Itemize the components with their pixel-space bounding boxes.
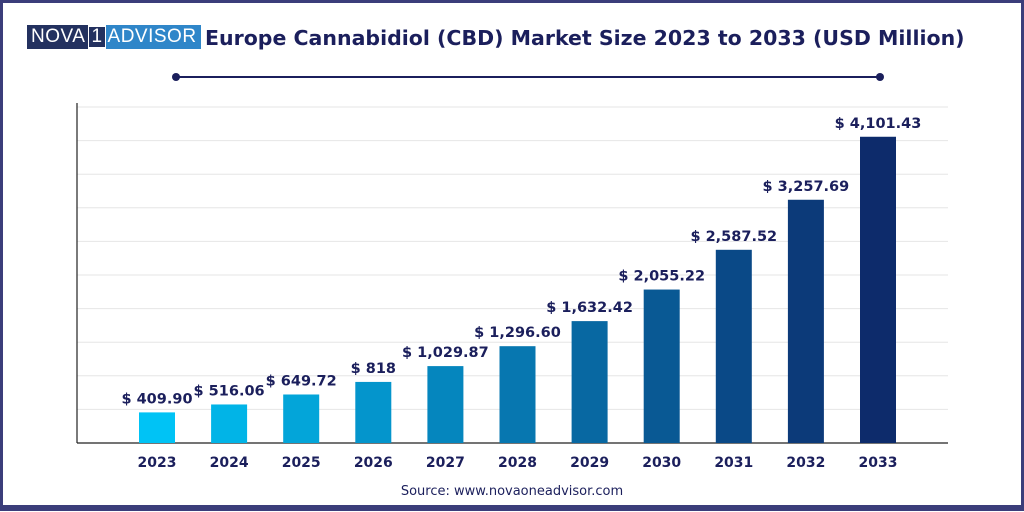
bar-2023 (139, 412, 175, 443)
bar-2031 (715, 249, 752, 443)
logo-mark: 1 (88, 26, 106, 48)
underline-dot-left (172, 73, 180, 81)
data-label: $ 3,257.69 (763, 179, 850, 195)
data-label: $ 1,029.87 (402, 345, 489, 361)
data-label: $ 4,101.43 (835, 116, 922, 132)
x-tick-label: 2027 (426, 455, 465, 471)
bar-2024 (211, 404, 248, 443)
x-tick-label: 2023 (138, 455, 177, 471)
x-tick-label: 2030 (642, 455, 681, 471)
x-tick-label: 2033 (859, 455, 898, 471)
underline-dot-right (876, 73, 884, 81)
data-label: $ 649.72 (266, 373, 337, 389)
data-label: $ 516.06 (194, 383, 265, 399)
chart-title: Europe Cannabidiol (CBD) Market Size 202… (205, 26, 965, 50)
x-tick-label: 2026 (354, 455, 393, 471)
title-underline (176, 76, 880, 78)
x-tick-label: 2025 (282, 455, 321, 471)
source-text: Source: www.novaoneadvisor.com (400, 484, 624, 499)
logo-right: ADVISOR (105, 25, 201, 49)
nova-advisor-logo: NOVA 1 ADVISOR (27, 25, 201, 49)
data-label: $ 1,632.42 (546, 300, 633, 316)
x-tick-label: 2031 (714, 455, 753, 471)
data-label: $ 2,055.22 (618, 269, 705, 285)
x-tick-label: 2032 (786, 455, 825, 471)
x-tick-label: 2029 (570, 455, 609, 471)
bar-2032 (787, 199, 824, 443)
bar-2030 (643, 289, 680, 443)
x-tick-label: 2024 (210, 455, 249, 471)
bar-2027 (427, 366, 464, 443)
data-label: $ 2,587.52 (690, 229, 777, 245)
data-label: $ 818 (351, 361, 396, 377)
x-tick-label: 2028 (498, 455, 537, 471)
logo-left: NOVA (27, 25, 89, 49)
bar-2029 (571, 321, 608, 443)
data-label: $ 1,296.60 (474, 325, 561, 341)
bar-2026 (355, 381, 392, 443)
data-label: $ 409.90 (121, 391, 192, 407)
bar-2028 (499, 346, 536, 443)
bar-2033 (860, 136, 896, 443)
bar-2025 (283, 394, 320, 443)
